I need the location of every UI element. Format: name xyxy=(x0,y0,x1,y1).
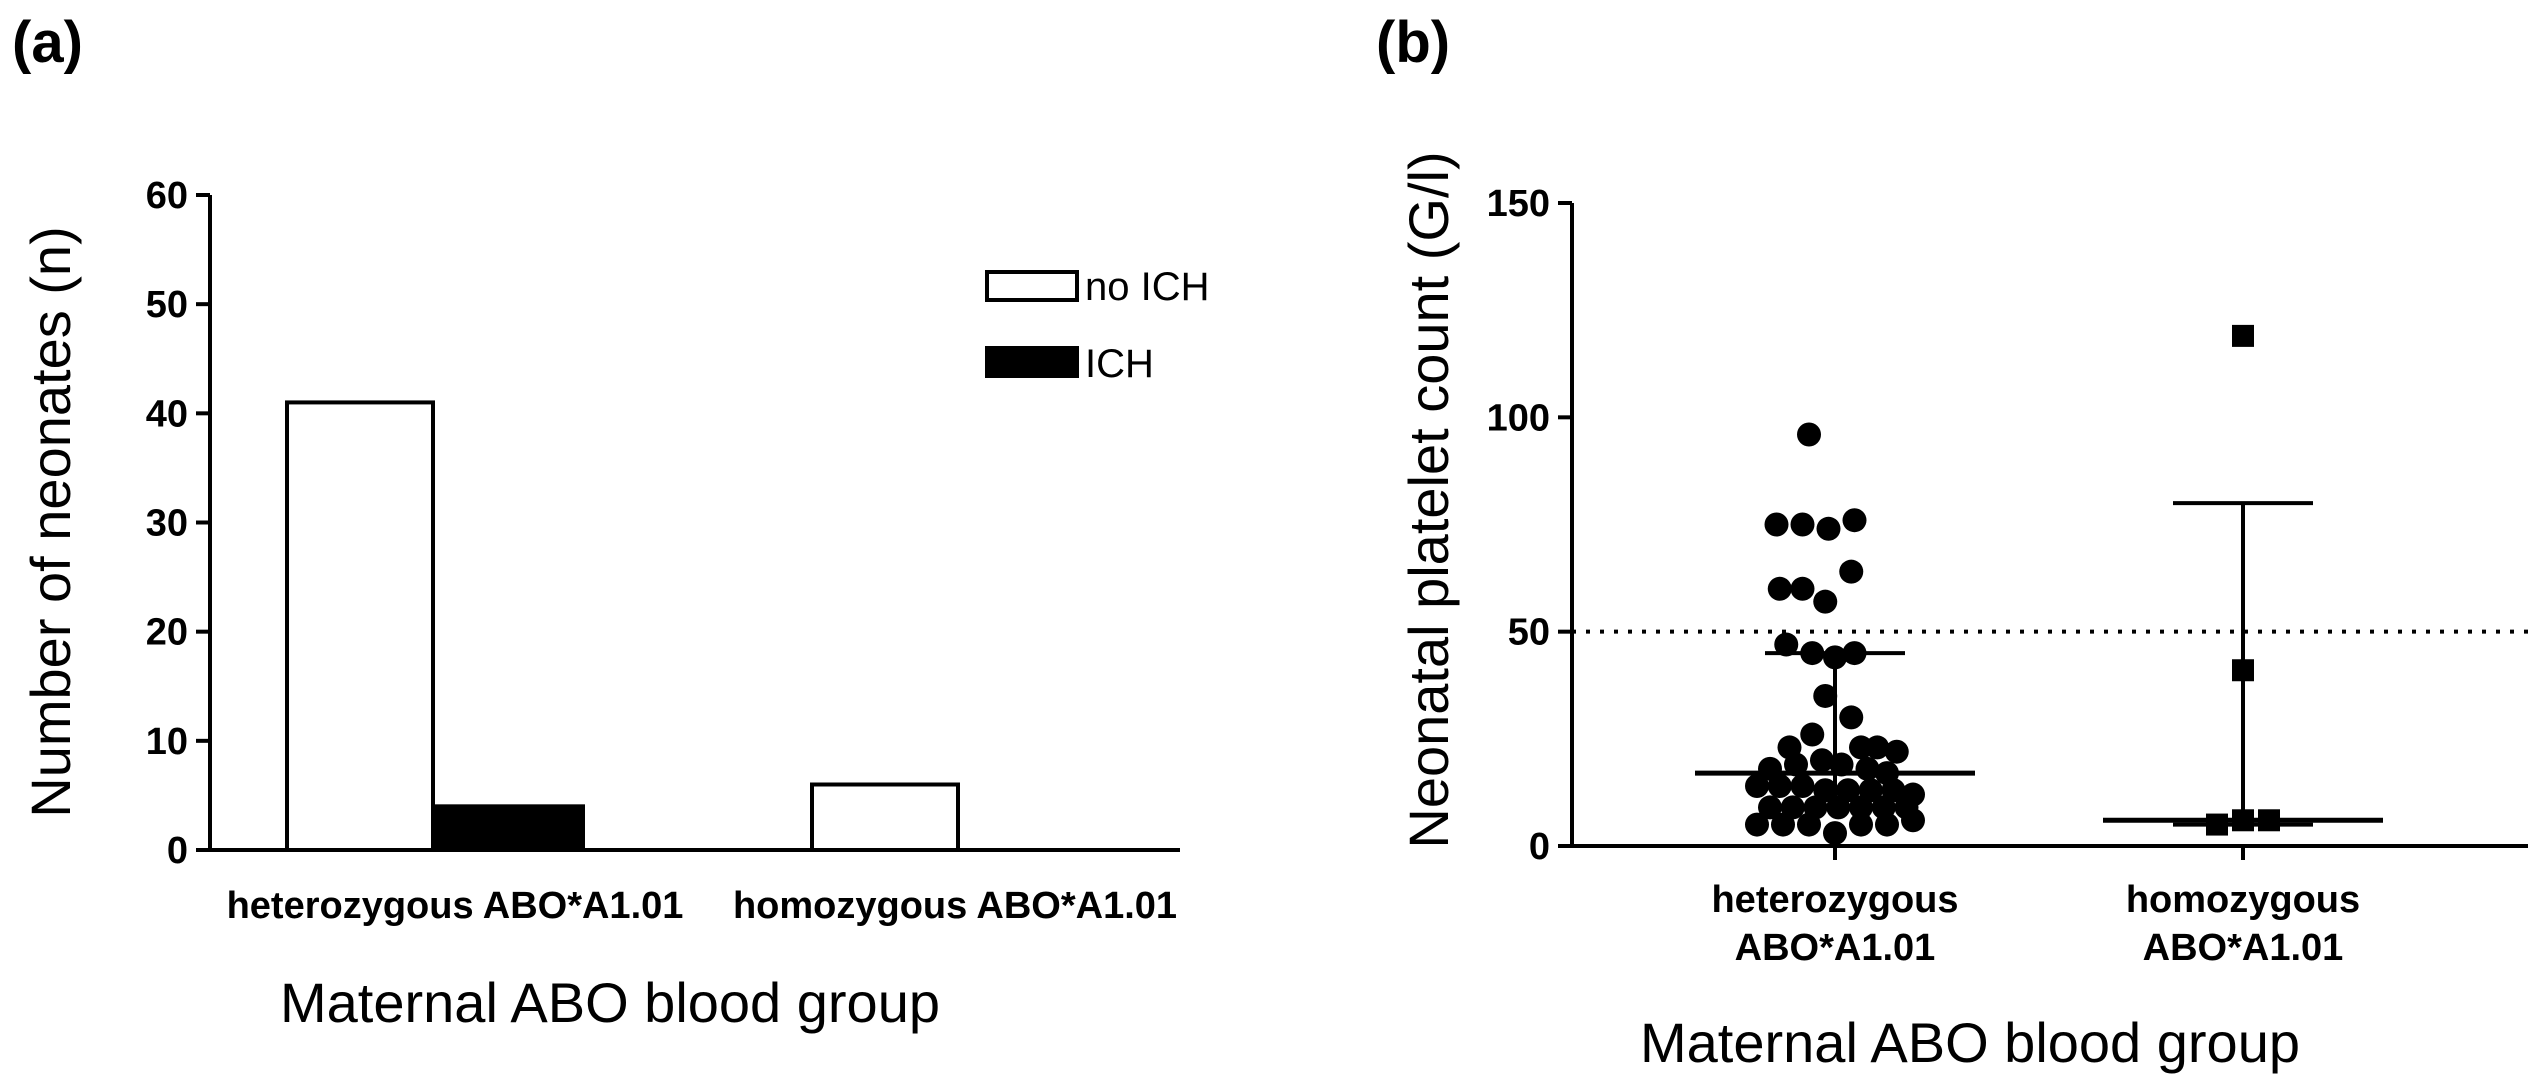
data-point-circle xyxy=(1784,752,1808,777)
panel-b-axes: 0 50 100 150 xyxy=(1487,183,2528,868)
legend-swatch-no-ich xyxy=(985,270,1079,302)
panel-a-bars xyxy=(285,400,960,852)
data-point-circle xyxy=(1764,512,1789,537)
bar-ich-1 xyxy=(435,804,585,852)
panel-b-category-labels: heterozygous ABO*A1.01 homozygous ABO*A1.01 xyxy=(1711,879,2360,969)
data-point-circle xyxy=(1865,735,1890,760)
category-label: ABO*A1.01 xyxy=(2143,927,2344,969)
data-point-circle xyxy=(1767,576,1792,601)
data-point-circle xyxy=(1823,821,1847,846)
data-point-circle xyxy=(1774,632,1799,657)
data-point-circle xyxy=(1745,812,1769,837)
scatter-chart-panel-b: 0 50 100 150 heterozygous ABO*A1.01 homozygou… xyxy=(1397,151,2528,1074)
y-tick-label: 100 xyxy=(1487,397,1550,439)
category-label: homozygous xyxy=(2126,879,2360,921)
legend-label-no-ich: no ICH xyxy=(1085,265,1210,309)
data-point-circle xyxy=(1790,773,1815,798)
data-point-circle xyxy=(1797,812,1821,837)
panel-a-x-axis-title: Maternal ABO blood group xyxy=(280,971,940,1034)
category-label: homozygous ABO*A1.01 xyxy=(733,885,1177,927)
y-tick-label: 30 xyxy=(146,503,188,545)
panel-a-label: (a) xyxy=(12,10,83,75)
panel-a-y-axis-title: Number of neonates (n) xyxy=(19,226,82,817)
data-point-circle xyxy=(1884,739,1909,764)
y-tick-label: 10 xyxy=(146,721,188,763)
data-point-circle xyxy=(1745,773,1769,798)
data-point-circle xyxy=(1790,512,1815,537)
category-label: ABO*A1.01 xyxy=(1735,927,1936,969)
data-point-circle xyxy=(1875,812,1899,837)
data-point-circle xyxy=(1816,516,1841,541)
y-tick-label: 50 xyxy=(1508,612,1550,654)
legend-swatch-ich xyxy=(985,346,1079,378)
legend-label-ich: ICH xyxy=(1085,342,1154,386)
data-point-circle xyxy=(1800,722,1825,747)
bar-no-ich-1 xyxy=(285,400,435,852)
y-tick-label: 20 xyxy=(146,612,188,654)
data-point-circle xyxy=(1797,422,1821,447)
y-tick-label: 40 xyxy=(146,393,188,435)
data-point-circle xyxy=(1839,705,1864,730)
data-point-circle xyxy=(1810,748,1834,773)
y-tick-label: 150 xyxy=(1487,183,1550,225)
bar-no-ich-2 xyxy=(810,782,960,852)
y-tick-label: 0 xyxy=(1529,826,1550,868)
panel-b-y-axis-title: Neonatal platelet count (G/l) xyxy=(1397,151,1460,848)
panel-b-label: (b) xyxy=(1376,10,1450,75)
data-point-circle xyxy=(1839,559,1864,584)
category-label: heterozygous xyxy=(1711,879,1958,921)
panel-a-legend: no ICH ICH xyxy=(985,265,1210,386)
data-point-circle xyxy=(1790,576,1815,601)
y-tick-label: 60 xyxy=(146,175,188,217)
data-point-circle xyxy=(1849,812,1873,837)
data-point-circle xyxy=(1813,589,1838,614)
data-point-circle xyxy=(1813,683,1838,708)
data-point-circle xyxy=(1842,508,1867,533)
panel-a-category-labels: heterozygous ABO*A1.01 homozygous ABO*A1.… xyxy=(227,885,1177,927)
data-point-circle xyxy=(1771,812,1795,837)
data-point-circle xyxy=(1901,808,1925,833)
data-point-square xyxy=(2232,324,2254,347)
y-tick-label: 0 xyxy=(167,830,188,872)
panel-b-x-axis-title: Maternal ABO blood group xyxy=(1640,1011,2300,1074)
data-point-circle xyxy=(1767,773,1792,798)
category-label: heterozygous ABO*A1.01 xyxy=(227,885,684,927)
y-tick-label: 50 xyxy=(146,284,188,326)
bar-chart-panel-a: 0 10 20 30 40 50 60 heterozygous ABO*A1.01 homo… xyxy=(19,175,1210,1034)
panel-b-points xyxy=(1745,324,2280,846)
panel-b-median-iqr xyxy=(1695,501,2383,827)
